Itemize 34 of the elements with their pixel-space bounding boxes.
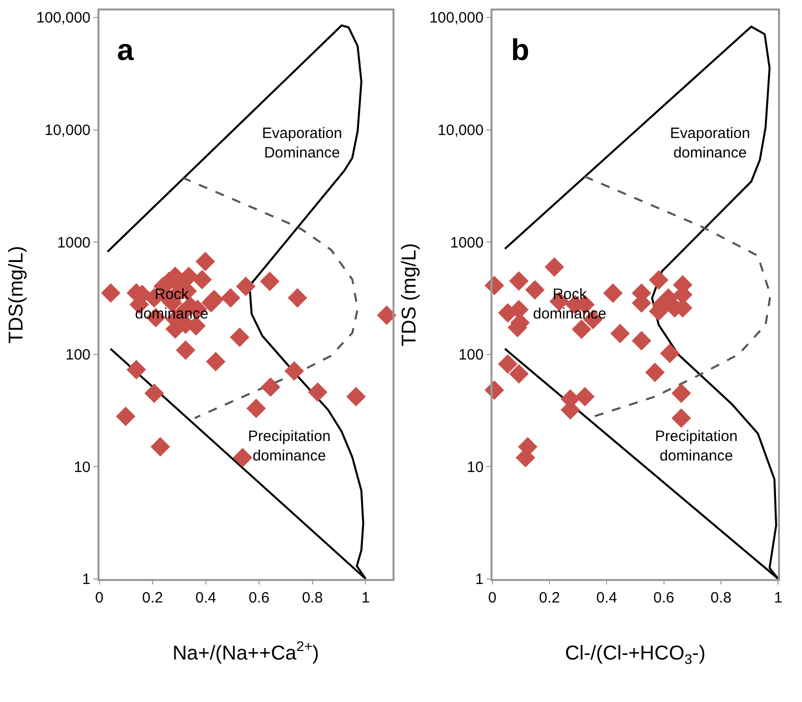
x-tick-label: 0.2 <box>539 590 560 607</box>
annotation: Evaporation Dominance <box>262 125 342 162</box>
x-tick-label: 0 <box>95 590 104 607</box>
y-tick-label: 1000 <box>57 234 91 252</box>
y-tick-label: 1000 <box>450 234 484 252</box>
x-tick-label: 0.6 <box>248 590 270 607</box>
y-axis-title: TDS (mg/L) <box>398 243 420 346</box>
y-tick-label: 1 <box>82 571 91 588</box>
y-tick-label: 100,000 <box>429 10 484 27</box>
y-tick-label: 1 <box>475 571 484 588</box>
x-tick-label: 0.4 <box>596 590 618 607</box>
x-tick-label: 0.4 <box>195 590 216 607</box>
x-tick-label: 0.2 <box>142 590 163 607</box>
y-tick-label: 100 <box>66 346 91 364</box>
annotation: Precipitation dominance <box>248 428 331 464</box>
y-tick-label: 10 <box>74 458 91 476</box>
annotation: a <box>117 34 134 67</box>
x-tick-label: 0.8 <box>710 590 732 607</box>
y-tick-label: 100 <box>458 346 484 364</box>
x-axis-title: Na+/(Na++Ca$^{2+}$) <box>172 638 320 665</box>
y-axis-title: TDS(mg/L) <box>5 246 28 344</box>
y-tick-label: 10,000 <box>438 122 484 140</box>
x-tick-label: 1 <box>774 590 782 607</box>
x-axis-title: Cl-/(Cl-+HCO$_{3}$-) <box>564 642 706 667</box>
y-tick-label: 10,000 <box>44 122 91 140</box>
y-tick-label: 10 <box>466 458 484 476</box>
x-tick-label: 0.6 <box>653 590 674 607</box>
x-tick-label: 0.8 <box>302 590 323 607</box>
x-tick-label: 0 <box>488 590 496 607</box>
y-tick-label: 100,000 <box>36 10 91 27</box>
annotation: Precipitation dominance <box>655 428 738 464</box>
annotation: Evaporation dominance <box>670 125 750 162</box>
annotation: b <box>511 34 530 67</box>
x-tick-label: 1 <box>361 590 370 607</box>
